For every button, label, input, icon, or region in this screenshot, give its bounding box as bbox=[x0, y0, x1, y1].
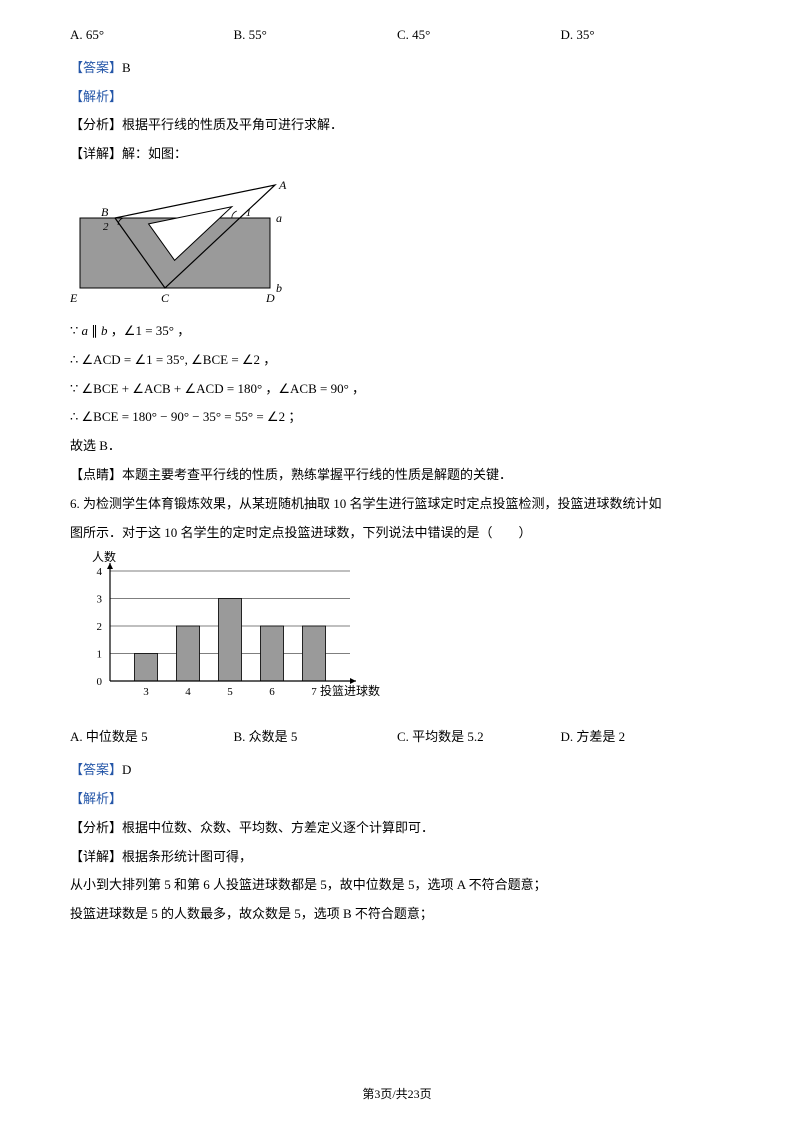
q5-opt-c: C. 45° bbox=[397, 25, 561, 46]
svg-text:2: 2 bbox=[97, 621, 103, 633]
q6-opt-d: D. 方差是 2 bbox=[561, 727, 725, 748]
svg-text:a: a bbox=[276, 211, 282, 225]
answer-label: 【答案】 bbox=[70, 60, 122, 75]
q6-opt-a: A. 中位数是 5 bbox=[70, 727, 234, 748]
svg-text:b: b bbox=[276, 281, 282, 295]
svg-text:4: 4 bbox=[97, 566, 103, 578]
q5-xiangjie: 【详解】解：如图： bbox=[70, 144, 724, 165]
q6-analysis-label: 【解析】 bbox=[70, 789, 724, 810]
q6-options: A. 中位数是 5 B. 众数是 5 C. 平均数是 5.2 D. 方差是 2 bbox=[70, 727, 724, 748]
q6-d2: 投篮进球数是 5 的人数最多，故众数是 5，选项 B 不符合题意； bbox=[70, 904, 724, 925]
comma: ， bbox=[108, 323, 124, 338]
q6-answer: 【答案】D bbox=[70, 760, 724, 781]
ang1: ∠1 = 35° ， bbox=[124, 323, 190, 338]
svg-text:A: A bbox=[278, 178, 287, 192]
q5-opt-d: D. 35° bbox=[561, 25, 725, 46]
q5-proof-4: ∴ ∠BCE = 180° − 90° − 35° = 55° = ∠2 ； bbox=[70, 407, 724, 428]
svg-text:5: 5 bbox=[227, 686, 233, 698]
q5-opt-a: A. 65° bbox=[70, 25, 234, 46]
svg-text:C: C bbox=[161, 291, 170, 305]
q6-fenxi: 【分析】根据中位数、众数、平均数、方差定义逐个计算即可． bbox=[70, 818, 724, 839]
q6-d1: 从小到大排列第 5 和第 6 人投篮进球数都是 5，故中位数是 5，选项 A 不… bbox=[70, 875, 724, 896]
svg-text:1: 1 bbox=[97, 649, 103, 661]
q6-stem-1: 6. 为检测学生体育锻炼效果，从某班随机抽取 10 名学生进行篮球定时定点投篮检… bbox=[70, 494, 724, 515]
svg-text:2: 2 bbox=[103, 221, 109, 233]
par: ∥ bbox=[88, 323, 101, 338]
pre: ∵ bbox=[70, 323, 82, 338]
q5-answer: 【答案】B bbox=[70, 58, 724, 79]
svg-text:投篮进球数: 投篮进球数 bbox=[320, 683, 380, 698]
q5-proof-1: ∵ a ∥ b ，∠1 = 35° ， bbox=[70, 321, 724, 342]
q5-opt-b: B. 55° bbox=[234, 25, 398, 46]
l2: ∴ ∠ACD = ∠1 = 35°, ∠BCE = ∠2 ， bbox=[70, 352, 276, 367]
l4: ∴ ∠BCE = 180° − 90° − 35° = 55° = ∠2 ； bbox=[70, 409, 301, 424]
q5-proof-2: ∴ ∠ACD = ∠1 = 35°, ∠BCE = ∠2 ， bbox=[70, 350, 724, 371]
q6-xiangjie: 【详解】根据条形统计图可得， bbox=[70, 847, 724, 868]
svg-text:人数: 人数 bbox=[92, 551, 116, 564]
q5-proof-5: 故选 B． bbox=[70, 436, 724, 457]
l3: ∵ ∠BCE + ∠ACB + ∠ACD = 180° ，∠ACB = 90° … bbox=[70, 381, 365, 396]
q5-options: A. 65° B. 55° C. 45° D. 35° bbox=[70, 25, 724, 46]
ang1t: ∠1 = 35° ， bbox=[124, 323, 190, 338]
svg-text:1: 1 bbox=[246, 207, 252, 219]
svg-text:3: 3 bbox=[97, 594, 103, 606]
q6-chart: 0 1 2 3 4 3 4 5 6 7 人数投篮进球数 bbox=[70, 551, 724, 721]
svg-text:6: 6 bbox=[269, 686, 275, 698]
q5-analysis-label: 【解析】 bbox=[70, 87, 724, 108]
svg-text:E: E bbox=[70, 291, 78, 305]
svg-text:0: 0 bbox=[97, 676, 103, 688]
q6-stem-2: 图所示．对于这 10 名学生的定时定点投篮进球数，下列说法中错误的是（ ） bbox=[70, 523, 724, 544]
svg-text:D: D bbox=[265, 291, 275, 305]
answer-value: B bbox=[122, 60, 131, 75]
q5-fenxi: 【分析】根据平行线的性质及平角可进行求解． bbox=[70, 115, 724, 136]
page-footer: 第3页/共23页 bbox=[0, 1085, 794, 1104]
q5-proof-3: ∵ ∠BCE + ∠ACB + ∠ACD = 180° ，∠ACB = 90° … bbox=[70, 379, 724, 400]
q5-diagram: 1 2 A B C D Ea b bbox=[70, 173, 724, 313]
q5-dianjing: 【点睛】本题主要考查平行线的性质，熟练掌握平行线的性质是解题的关键． bbox=[70, 465, 724, 486]
answer-label: 【答案】 bbox=[70, 762, 122, 777]
svg-text:3: 3 bbox=[143, 686, 149, 698]
q6-opt-b: B. 众数是 5 bbox=[234, 727, 398, 748]
svg-text:4: 4 bbox=[185, 686, 191, 698]
svg-text:7: 7 bbox=[311, 686, 317, 698]
svg-text:B: B bbox=[101, 205, 109, 219]
q6-opt-c: C. 平均数是 5.2 bbox=[397, 727, 561, 748]
answer-value: D bbox=[122, 762, 131, 777]
